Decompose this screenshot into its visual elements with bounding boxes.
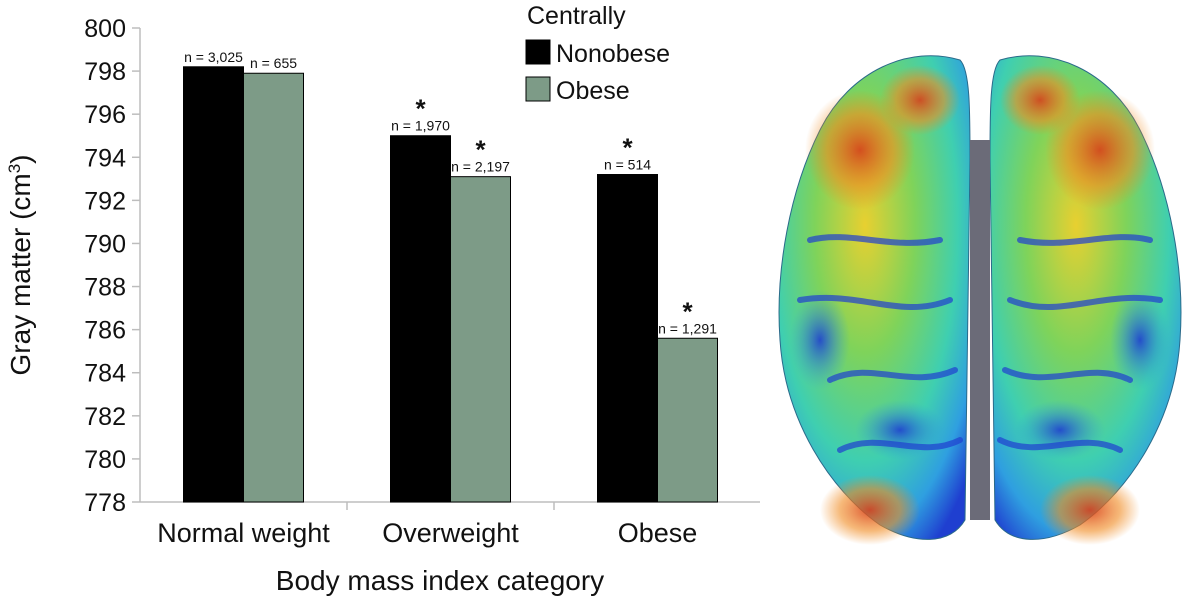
bar-group — [183, 66, 718, 503]
legend-label-nonobese: Nonobese — [556, 40, 670, 68]
legend-swatch-obese — [525, 76, 551, 102]
significance-asterisk: * — [682, 296, 693, 326]
legend-swatch-nonobese — [525, 39, 551, 65]
significance-asterisk: * — [415, 94, 426, 124]
y-tick-label: 782 — [84, 403, 126, 431]
y-axis-label-suffix: ) — [5, 154, 36, 163]
bar-nonobese-normal-weight — [183, 66, 244, 503]
legend-title: Centrally — [527, 2, 626, 30]
right-hemisphere — [989, 55, 1182, 545]
x-tick-label: Overweight — [382, 518, 519, 548]
y-axis-label-sup: 3 — [5, 164, 24, 173]
bar-nonobese-overweight — [390, 135, 451, 503]
y-tick-label: 786 — [84, 317, 126, 345]
bar-obese-normal-weight — [243, 72, 304, 503]
left-hemisphere — [778, 55, 971, 545]
y-tick-label: 778 — [84, 489, 126, 517]
y-tick-label: 788 — [84, 274, 126, 302]
bar-count-label: n = 655 — [250, 55, 297, 71]
y-tick-label: 800 — [84, 15, 126, 43]
bar-nonobese-obese — [597, 174, 658, 503]
significance-asterisk: * — [475, 135, 486, 165]
y-tick-label: 780 — [84, 446, 126, 474]
x-tick-label: Normal weight — [157, 518, 330, 548]
bar-obese-overweight — [450, 176, 511, 503]
bar-count-label: n = 1,291 — [658, 320, 717, 336]
y-tick-label: 796 — [84, 101, 126, 129]
y-tick-label: 792 — [84, 187, 126, 215]
bar-count-label: n = 514 — [604, 157, 651, 173]
x-tick-label: Obese — [618, 518, 698, 548]
y-tick-label: 784 — [84, 360, 126, 388]
y-tick-label: 790 — [84, 230, 126, 258]
y-axis-label-main: Gray matter (cm — [5, 173, 36, 375]
bar-count-label: n = 3,025 — [184, 49, 243, 65]
brain-cortex-heatmap — [778, 55, 1182, 545]
bar-count-label: n = 1,970 — [391, 118, 450, 134]
x-axis-label: Body mass index category — [276, 565, 604, 596]
y-tick-group: 778 780 782 784 786 788 790 792 794 796 798 800 — [84, 15, 140, 517]
legend-label-obese: Obese — [556, 77, 630, 105]
midline-fissure — [970, 140, 990, 520]
y-tick-label: 798 — [84, 58, 126, 86]
bar-chart: 778 780 782 784 786 788 790 792 794 796 798 800 Nor… — [5, 2, 760, 596]
x-tick-group: Normal weight Overweight Obese — [157, 502, 697, 548]
legend: Centrally Nonobese Obese — [525, 2, 670, 105]
significance-asterisk: * — [622, 133, 633, 163]
y-tick-label: 794 — [84, 144, 126, 172]
bar-obese-obese — [657, 337, 718, 503]
y-axis-label: Gray matter (cm3) — [5, 154, 36, 375]
bar-count-label: n = 2,197 — [451, 159, 510, 175]
